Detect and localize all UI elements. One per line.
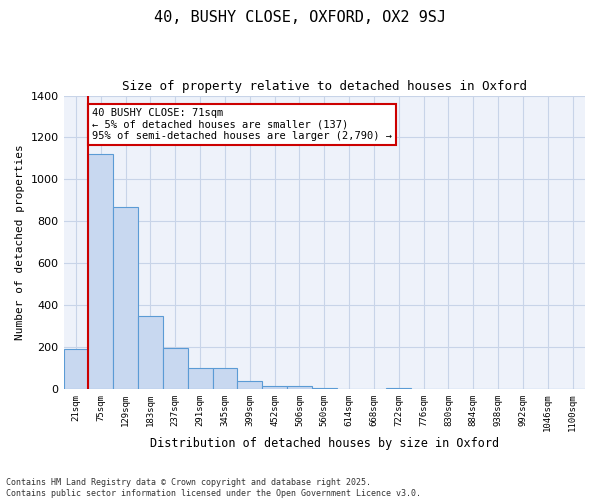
X-axis label: Distribution of detached houses by size in Oxford: Distribution of detached houses by size … [150,437,499,450]
Bar [262,386,287,389]
Bar [88,154,113,389]
Bar [287,386,312,389]
Bar [188,368,212,389]
Text: 40, BUSHY CLOSE, OXFORD, OX2 9SJ: 40, BUSHY CLOSE, OXFORD, OX2 9SJ [154,10,446,25]
Bar [238,380,262,389]
Bar [138,316,163,389]
Bar [312,388,337,389]
Bar [212,368,238,389]
Bar [64,349,88,389]
Y-axis label: Number of detached properties: Number of detached properties [15,144,25,340]
Bar [113,206,138,389]
Bar [163,348,188,389]
Text: Contains HM Land Registry data © Crown copyright and database right 2025.
Contai: Contains HM Land Registry data © Crown c… [6,478,421,498]
Bar [386,388,411,389]
Text: 40 BUSHY CLOSE: 71sqm
← 5% of detached houses are smaller (137)
95% of semi-deta: 40 BUSHY CLOSE: 71sqm ← 5% of detached h… [92,108,392,142]
Title: Size of property relative to detached houses in Oxford: Size of property relative to detached ho… [122,80,527,93]
